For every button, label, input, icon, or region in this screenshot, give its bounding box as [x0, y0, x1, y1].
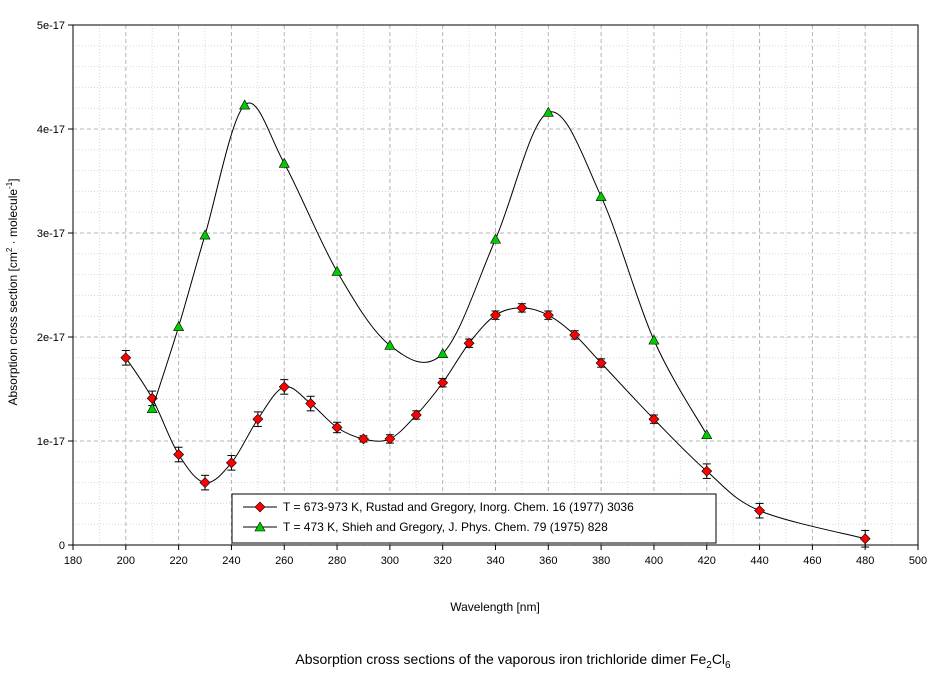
series-2-point [648, 334, 660, 345]
series-2-point [278, 157, 290, 168]
x-tick-label: 180 [64, 555, 82, 567]
series-2-point [199, 229, 211, 240]
series-1-point [226, 457, 237, 469]
y-axis-title-sup2: -1 [5, 181, 14, 189]
x-tick-label: 320 [434, 555, 452, 567]
series-1-point [252, 413, 264, 425]
y-tick-label: 0 [59, 540, 65, 552]
series-1-point [305, 398, 317, 409]
legend-label-series-2: T = 473 K, Shieh and Gregory, J. Phys. C… [283, 520, 608, 534]
series-1-point [463, 337, 475, 349]
x-tick-label: 460 [803, 555, 821, 567]
series-1-point [490, 309, 501, 321]
series-1-point [358, 433, 369, 445]
y-tick-label: 2e-17 [37, 332, 65, 344]
series-1-point [278, 381, 290, 393]
series-1-point [859, 533, 871, 545]
x-axis-title: Wavelength [nm] [450, 600, 540, 614]
x-tick-label: 440 [750, 555, 768, 567]
y-tick-label: 1e-17 [37, 436, 65, 448]
series-2-point [489, 233, 502, 244]
x-tick-label: 500 [909, 555, 927, 567]
caption-mid: Cl [712, 651, 725, 667]
y-axis-title-main: Absorption cross section [cm [6, 252, 20, 405]
x-tick-label: 360 [539, 555, 557, 567]
x-tick-label: 420 [698, 555, 716, 567]
x-tick-label: 240 [222, 555, 240, 567]
legend-label-series-1: T = 673-973 K, Rustad and Gregory, Inorg… [283, 500, 634, 514]
series-1-point [410, 409, 422, 421]
legend: T = 673-973 K, Rustad and Gregory, Inorg… [231, 493, 717, 544]
legend-marker-series-1 [254, 501, 266, 513]
series-1 [120, 302, 871, 548]
y-axis-title: Absorption cross section [cm2 · molecule… [5, 178, 20, 405]
axes: 180 200 220 240 260 280 300 320 340 360 380 400 420 4… [37, 20, 927, 567]
series-2 [146, 99, 713, 440]
series-1-point [542, 309, 554, 321]
caption-main: Absorption cross sections of the vaporou… [295, 651, 706, 667]
series-1-point [569, 329, 581, 341]
series-2-point [595, 190, 607, 201]
y-tick-label: 4e-17 [37, 124, 65, 136]
y-tick-label: 5e-17 [37, 20, 65, 32]
y-axis-title-end: ] [6, 178, 20, 181]
caption-sub1: 2 [706, 660, 712, 671]
x-tick-label: 300 [381, 555, 399, 567]
x-tick-label: 220 [169, 555, 187, 567]
x-tick-label: 380 [592, 555, 610, 567]
x-tick-label: 260 [275, 555, 293, 567]
series-1-point [648, 413, 660, 425]
series-1-point [754, 505, 765, 517]
caption-sub2: 6 [725, 660, 731, 671]
series-layer [120, 99, 871, 548]
y-tick-label: 3e-17 [37, 228, 65, 240]
x-tick-label: 200 [117, 555, 135, 567]
series-1-point [384, 433, 396, 445]
series-1-point [331, 422, 343, 433]
series-2-point [239, 99, 251, 110]
y-axis-title-mid: · molecule [6, 189, 20, 248]
series-1-point [701, 465, 713, 477]
series-1-point [437, 377, 449, 389]
series-2-point [384, 339, 396, 350]
x-tick-label: 280 [328, 555, 346, 567]
series-2-point [331, 265, 343, 276]
series-1-point [199, 477, 211, 489]
series-1-point [173, 449, 185, 460]
legend-marker-series-2 [254, 521, 266, 532]
x-tick-label: 480 [856, 555, 874, 567]
series-1-point [595, 357, 607, 369]
series-2-point [437, 348, 449, 358]
series-2-point [173, 320, 185, 331]
x-tick-label: 340 [486, 555, 504, 567]
legend-box [231, 493, 717, 544]
y-axis-title-sup1: 2 [5, 247, 14, 252]
series-1-line [125, 307, 866, 540]
series-2-point [701, 429, 713, 440]
series-2-point [146, 403, 158, 414]
series-2-line [151, 102, 708, 436]
series-1-point [516, 302, 528, 314]
chart-caption: Absorption cross sections of the vaporou… [295, 651, 731, 671]
series-2-point [542, 106, 554, 117]
series-1-point [120, 352, 132, 364]
x-tick-label: 400 [645, 555, 663, 567]
